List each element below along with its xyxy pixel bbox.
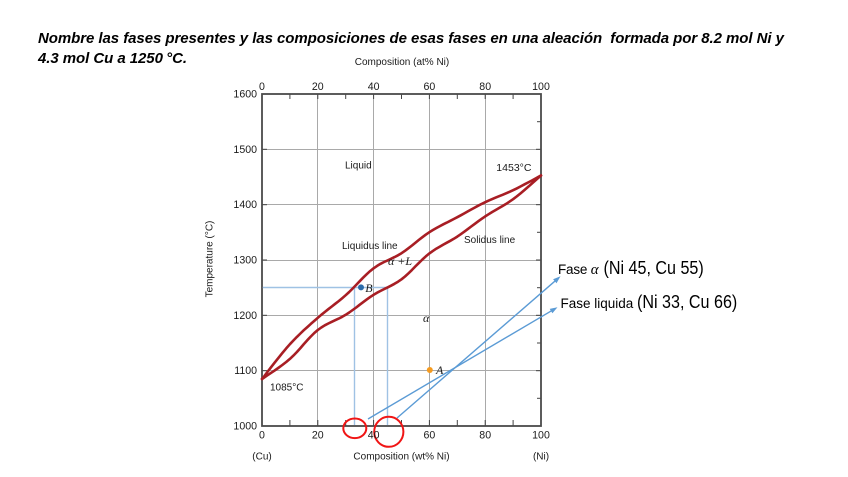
svg-text:60: 60 (424, 429, 436, 441)
svg-text:0: 0 (259, 429, 265, 441)
svg-text:100: 100 (532, 81, 550, 93)
svg-text:Composition (wt% Ni): Composition (wt% Ni) (353, 452, 449, 463)
svg-text:80: 80 (479, 429, 491, 441)
svg-text:Composition (at% Ni): Composition (at% Ni) (355, 57, 449, 68)
svg-text:1300: 1300 (233, 255, 257, 267)
svg-text:(Cu): (Cu) (252, 452, 271, 463)
svg-text:α +L: α +L (388, 254, 412, 268)
svg-text:40: 40 (368, 429, 380, 441)
svg-text:1000: 1000 (233, 421, 257, 433)
svg-text:80: 80 (479, 81, 491, 93)
svg-text:100: 100 (532, 429, 550, 441)
svg-text:1085°C: 1085°C (270, 382, 303, 393)
svg-text:B: B (365, 281, 373, 295)
svg-text:60: 60 (424, 81, 436, 93)
svg-text:0: 0 (259, 81, 265, 93)
svg-text:1400: 1400 (233, 199, 257, 211)
svg-text:1200: 1200 (233, 310, 257, 322)
svg-text:1453°C: 1453°C (496, 162, 532, 174)
svg-text:α: α (423, 311, 430, 325)
svg-text:Liquid: Liquid (345, 160, 372, 171)
svg-text:Solidus line: Solidus line (464, 235, 516, 246)
svg-text:20: 20 (312, 81, 324, 93)
svg-text:40: 40 (368, 81, 380, 93)
svg-text:20: 20 (312, 429, 324, 441)
svg-text:Temperature (°C): Temperature (°C) (204, 221, 215, 298)
svg-text:A: A (435, 363, 444, 377)
svg-text:Liquidus line: Liquidus line (342, 241, 398, 252)
svg-text:1100: 1100 (234, 365, 257, 377)
svg-text:1600: 1600 (233, 89, 257, 101)
svg-text:(Ni): (Ni) (533, 452, 549, 463)
svg-text:1500: 1500 (233, 144, 257, 156)
